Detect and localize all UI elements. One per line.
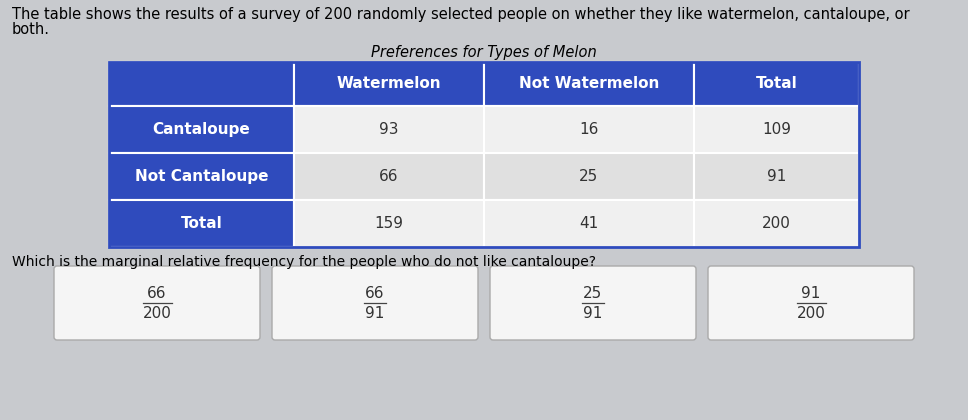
Text: Total: Total	[181, 216, 223, 231]
Bar	[294, 62, 484, 106]
Bar	[694, 106, 859, 153]
Text: 93: 93	[379, 122, 399, 137]
Text: 25: 25	[580, 169, 598, 184]
Bar	[294, 106, 484, 153]
Text: 91: 91	[584, 305, 603, 320]
Text: 109: 109	[762, 122, 791, 137]
Bar	[109, 106, 294, 153]
Text: 91: 91	[767, 169, 786, 184]
Text: 200: 200	[142, 305, 171, 320]
Text: 25: 25	[584, 286, 603, 302]
Text: Preferences for Types of Melon: Preferences for Types of Melon	[371, 45, 597, 60]
Bar	[109, 62, 859, 247]
Text: 66: 66	[365, 286, 384, 302]
Text: 16: 16	[579, 122, 598, 137]
Text: The table shows the results of a survey of 200 randomly selected people on wheth: The table shows the results of a survey …	[12, 7, 910, 22]
FancyBboxPatch shape	[490, 266, 696, 340]
Text: Watermelon: Watermelon	[337, 76, 441, 92]
FancyBboxPatch shape	[708, 266, 914, 340]
Text: Total: Total	[756, 76, 798, 92]
Bar	[109, 153, 294, 200]
Bar	[484, 62, 694, 106]
Bar	[484, 106, 694, 153]
Text: both.: both.	[12, 22, 50, 37]
Bar	[109, 62, 294, 106]
FancyBboxPatch shape	[272, 266, 478, 340]
Text: 200: 200	[797, 305, 826, 320]
Bar	[294, 200, 484, 247]
Text: 66: 66	[379, 169, 399, 184]
FancyBboxPatch shape	[54, 266, 260, 340]
Bar	[484, 153, 694, 200]
Text: 159: 159	[375, 216, 404, 231]
Text: 91: 91	[365, 305, 384, 320]
Text: 200: 200	[762, 216, 791, 231]
Bar	[109, 200, 294, 247]
Text: Not Watermelon: Not Watermelon	[519, 76, 659, 92]
Text: Not Cantaloupe: Not Cantaloupe	[135, 169, 268, 184]
Text: Cantaloupe: Cantaloupe	[153, 122, 251, 137]
Text: 41: 41	[580, 216, 598, 231]
Bar	[694, 200, 859, 247]
Text: 66: 66	[147, 286, 166, 302]
Bar	[694, 62, 859, 106]
Text: Which is the marginal relative frequency for the people who do not like cantalou: Which is the marginal relative frequency…	[12, 255, 596, 269]
Bar	[694, 153, 859, 200]
Text: 91: 91	[802, 286, 821, 302]
Bar	[294, 153, 484, 200]
Bar	[484, 200, 694, 247]
